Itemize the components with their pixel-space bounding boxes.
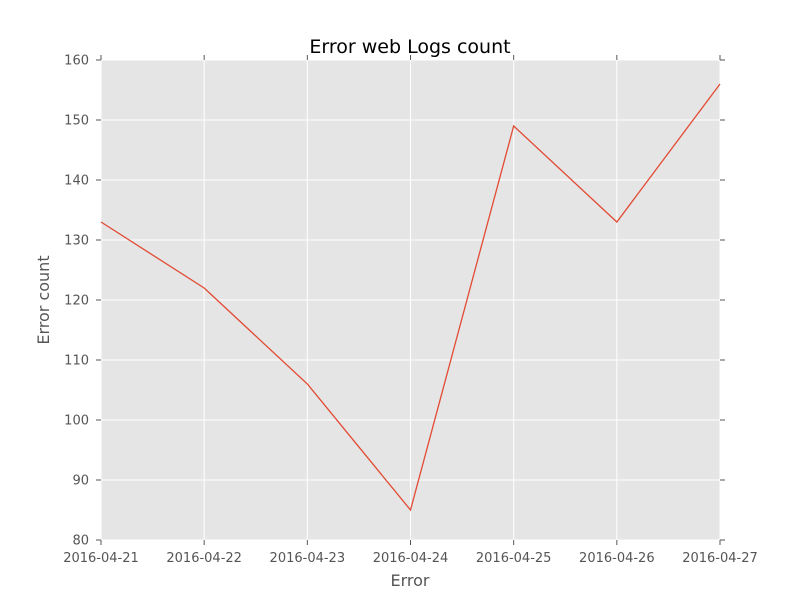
x-tick-label: 2016-04-24 bbox=[373, 551, 449, 566]
y-tick-label: 140 bbox=[64, 174, 89, 189]
label-layer: 80 90 100 110 120 130 140 150 160 2016-04-21 2016-… bbox=[63, 54, 758, 567]
y-tick-label: 110 bbox=[64, 354, 89, 369]
y-tick-label: 130 bbox=[64, 234, 89, 249]
x-axis-label: Error bbox=[391, 571, 430, 590]
y-axis-label: Error count bbox=[34, 255, 53, 344]
x-tick-label: 2016-04-25 bbox=[476, 551, 552, 566]
y-tick-label: 100 bbox=[64, 414, 89, 429]
y-tick-label: 90 bbox=[72, 474, 89, 489]
line-layer bbox=[100, 83, 721, 512]
tick-layer bbox=[96, 55, 725, 545]
x-tick-label: 2016-04-23 bbox=[270, 551, 346, 566]
y-tick-label: 120 bbox=[64, 294, 89, 309]
x-tick-label: 2016-04-27 bbox=[682, 551, 758, 566]
chart-title: Error web Logs count bbox=[309, 36, 510, 58]
y-tick-label: 80 bbox=[72, 534, 89, 549]
x-tick-label: 2016-04-21 bbox=[63, 551, 139, 566]
y-tick-label: 160 bbox=[64, 54, 89, 69]
series-line bbox=[100, 83, 721, 512]
x-tick-label: 2016-04-22 bbox=[166, 551, 242, 566]
x-tick-label: 2016-04-26 bbox=[579, 551, 655, 566]
y-tick-label: 150 bbox=[64, 114, 89, 129]
